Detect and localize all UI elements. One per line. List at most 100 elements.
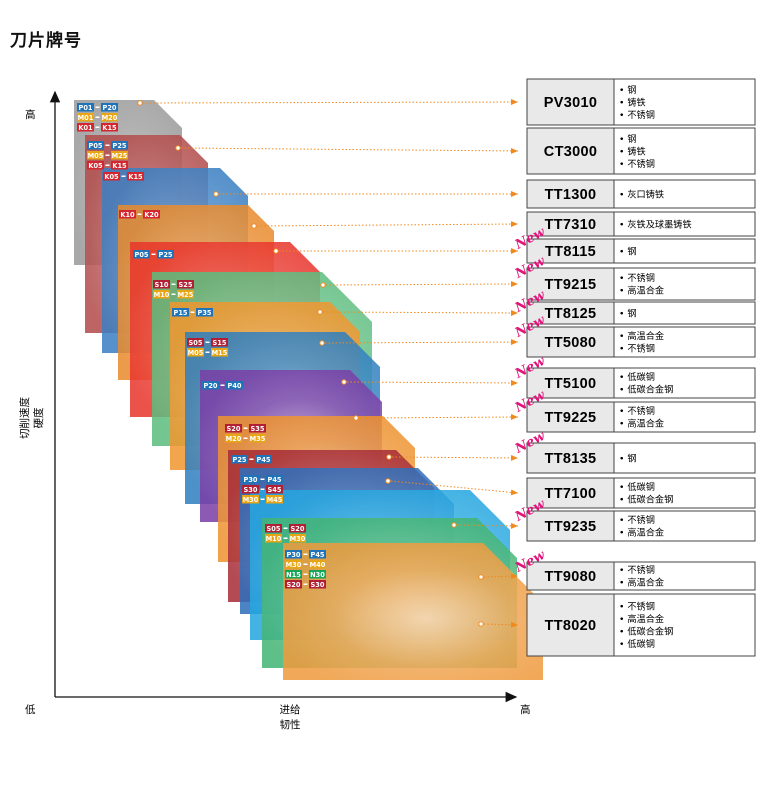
iso-range-end: M45	[267, 496, 283, 504]
leader-dot	[451, 522, 457, 528]
iso-range-start: S20	[287, 581, 301, 589]
leader-line	[142, 99, 519, 106]
iso-range-tag: K05 K15	[87, 161, 128, 170]
iso-range-end: P20	[102, 104, 116, 112]
grade-code: TT9215	[545, 277, 597, 293]
grade-box-tt8135: TT8135 • 钢	[526, 442, 756, 474]
y-axis-high-label: 高	[25, 108, 36, 121]
iso-range-start: S20	[227, 425, 241, 433]
leader-line	[325, 281, 519, 288]
grade-code: TT1300	[545, 187, 597, 203]
iso-range-end: K15	[128, 173, 143, 181]
material-item: • 灰口铸铁	[619, 188, 664, 200]
iso-range-tag: K05 K15	[103, 172, 144, 181]
y-axis-label-line1: 切削速度	[18, 397, 31, 439]
x-axis-label-line1: 进给	[280, 703, 301, 716]
material-item: • 不锈钢	[619, 514, 655, 526]
iso-range-start: K05	[88, 162, 103, 170]
grade-box-tt7310: TT7310 • 灰铁及球墨铸铁	[526, 211, 756, 237]
grade-code: PV3010	[544, 95, 597, 111]
iso-range-end: S30	[311, 581, 325, 589]
leader-dot	[213, 191, 219, 197]
grade-box-tt9225: TT9225 • 不锈钢• 高温合金	[526, 401, 756, 433]
grade-code: TT9225	[545, 410, 597, 426]
material-item: • 高温合金	[619, 330, 664, 342]
iso-range-start: S30	[244, 486, 258, 494]
leader-line	[180, 147, 519, 154]
grade-box-ct3000: CT3000 • 钢• 铸铁• 不锈钢	[526, 127, 756, 175]
iso-range-tag: S05 S20	[265, 524, 306, 533]
leader-line	[391, 454, 519, 461]
material-item: • 低碳合金钢	[619, 384, 673, 396]
material-item: • 不锈钢	[619, 564, 655, 576]
iso-range-end: M15	[212, 349, 228, 357]
leader-dot	[273, 248, 279, 254]
leader-dot	[478, 621, 484, 627]
grade-box-tt9215: TT9215 • 不锈钢• 高温合金	[526, 267, 756, 301]
iso-range-tag: M30 M45	[242, 495, 283, 504]
iso-range-start: M01	[78, 114, 94, 122]
grade-code: TT9235	[545, 519, 597, 535]
material-item: • 高温合金	[619, 577, 664, 589]
iso-range-end: S20	[291, 525, 305, 533]
leader-dot	[175, 145, 181, 151]
grade-box-pv3010: PV3010 • 钢• 铸铁• 不锈钢	[526, 78, 756, 126]
iso-range-start: P30	[286, 551, 300, 559]
material-item: • 铸铁	[619, 145, 646, 157]
grade-code: TT5080	[545, 335, 597, 351]
grade-box-tt5100: TT5100 • 低碳钢• 低碳合金钢	[526, 367, 756, 399]
material-item: • 灰铁及球墨铸铁	[619, 218, 692, 230]
iso-range-end: K15	[112, 162, 127, 170]
material-item: • 钢	[619, 84, 637, 96]
grade-box-tt8020: TT8020 • 不锈钢• 高温合金• 低碳合金钢• 低碳钢	[526, 593, 756, 657]
iso-range-start: M20	[226, 435, 242, 443]
iso-range-tag: M30 M40	[285, 560, 326, 569]
material-item: • 钢	[619, 307, 637, 319]
iso-range-tag: P05 P25	[87, 141, 128, 150]
grade-code: TT9080	[545, 569, 597, 585]
iso-range-start: M10	[154, 291, 170, 299]
iso-range-start: K10	[120, 211, 135, 219]
leader-dot	[341, 379, 347, 385]
leader-dot	[320, 282, 326, 288]
material-item: • 钢	[619, 245, 637, 257]
iso-range-start: M05	[88, 152, 104, 160]
iso-range-start: S10	[155, 281, 169, 289]
iso-range-end: P45	[256, 456, 270, 464]
iso-range-start: M30	[286, 561, 302, 569]
leader-dot	[386, 454, 392, 460]
iso-range-tag: M10 M30	[265, 534, 306, 543]
grade-code: TT7100	[545, 486, 597, 502]
iso-range-end: M30	[290, 535, 306, 543]
iso-range-end: P45	[310, 551, 324, 559]
iso-range-tag: M05 M25	[87, 151, 128, 160]
grade-code: TT8115	[545, 244, 596, 260]
iso-range-end: M35	[250, 435, 266, 443]
leader-line	[256, 221, 519, 228]
iso-range-tag: P30 P45	[242, 475, 283, 484]
iso-range-start: P25	[232, 456, 246, 464]
material-item: • 不锈钢	[619, 158, 655, 170]
leader-dot	[478, 574, 484, 580]
iso-range-end: K15	[102, 124, 117, 132]
grade-box-tt9235: TT9235 • 不锈钢• 高温合金	[526, 510, 756, 542]
material-item: • 高温合金	[619, 527, 664, 539]
material-item: • 不锈钢	[619, 272, 655, 284]
material-item: • 铸铁	[619, 96, 646, 108]
iso-range-end: P45	[267, 476, 281, 484]
grade-box-tt8115: TT8115 • 钢	[526, 238, 756, 264]
iso-range-tag: S30 S45	[242, 485, 283, 494]
leader-line	[322, 309, 519, 316]
material-item: • 低碳合金钢	[619, 626, 673, 638]
leader-dot	[353, 415, 359, 421]
page-title: 刀片牌号	[10, 31, 82, 51]
material-item: • 不锈钢	[619, 343, 655, 355]
grade-region-highlight	[283, 543, 543, 680]
grade-code: TT5100	[545, 376, 597, 392]
leader-dot	[251, 223, 257, 229]
iso-range-tag: K01 K15	[77, 123, 118, 132]
grade-code: TT8020	[545, 618, 597, 634]
iso-range-tag: M10 M25	[153, 290, 194, 299]
iso-range-tag: P01 P20	[77, 103, 118, 112]
